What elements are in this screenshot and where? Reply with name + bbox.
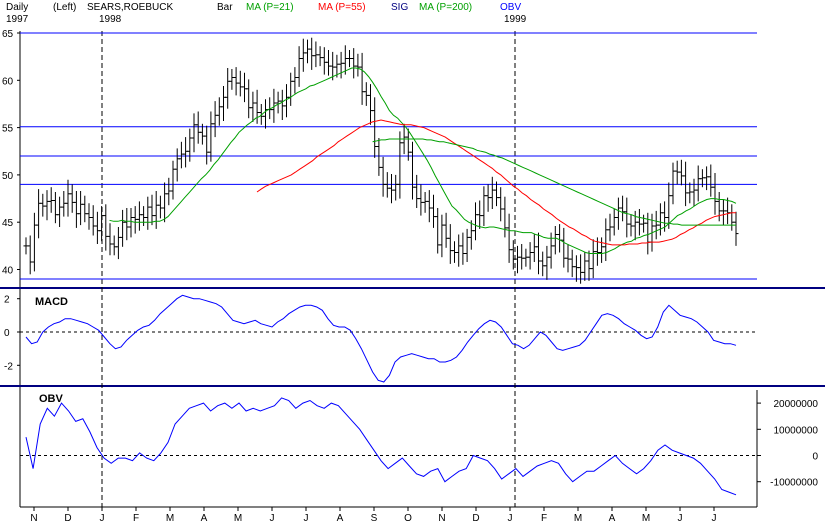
month-label: J — [508, 513, 513, 523]
month-label: S — [371, 513, 378, 523]
obv-tick-label: 0 — [812, 452, 818, 463]
month-label: D — [64, 513, 71, 523]
month-label: J — [304, 513, 309, 523]
obv-title: OBV — [39, 393, 64, 405]
macd-tick-label: 0 — [4, 328, 10, 339]
month-label: A — [337, 513, 344, 523]
price-tick-label: 65 — [2, 29, 14, 40]
moving-averages — [109, 67, 737, 254]
month-label: J — [100, 513, 105, 523]
ma-line-ma-p-21- — [109, 67, 737, 254]
macd-line — [25, 294, 737, 383]
price-bars — [23, 37, 739, 284]
month-label: M — [234, 513, 242, 523]
month-label: J — [712, 513, 717, 523]
price-tick-label: 40 — [2, 266, 14, 277]
ma-line-ma-p-55- — [256, 119, 736, 246]
macd-plot — [20, 294, 757, 383]
obv-tick-label: -10000000 — [770, 478, 818, 489]
ma200-legend: MA (P=200) — [419, 2, 472, 13]
chart-style-label: Bar — [217, 2, 233, 13]
month-label: A — [609, 513, 616, 523]
obv-y-ticks: 20000000 10000000 0 -10000000 — [756, 390, 819, 507]
month-label: O — [404, 513, 412, 523]
macd-tick-label: -2 — [4, 361, 13, 372]
year-1999-label: 1999 — [504, 14, 527, 25]
month-label: M — [166, 513, 174, 523]
obv-plot — [20, 397, 757, 496]
obv-legend: OBV — [500, 2, 521, 13]
price-tick-label: 50 — [2, 171, 14, 182]
month-label: J — [270, 513, 275, 523]
obv-line — [25, 397, 737, 496]
obv-tick-label: 20000000 — [774, 399, 819, 410]
price-y-ticks: 40 45 50 55 60 65 — [2, 29, 20, 277]
period-label: Daily — [6, 2, 28, 13]
month-label: M — [574, 513, 582, 523]
ma21-legend: MA (P=21) — [246, 2, 294, 13]
price-tick-label: 45 — [2, 218, 14, 229]
price-tick-label: 60 — [2, 76, 14, 87]
symbol-label: SEARS,ROEBUCK — [87, 2, 173, 13]
month-label: A — [201, 513, 208, 523]
month-label: F — [133, 513, 139, 523]
month-label: M — [642, 513, 650, 523]
price-grid — [20, 32, 757, 280]
ma-line-ma-p-200- — [372, 138, 736, 226]
month-label: J — [678, 513, 683, 523]
month-label: D — [472, 513, 479, 523]
scale-label: (Left) — [53, 2, 76, 13]
month-label: N — [438, 513, 445, 523]
macd-title: MACD — [35, 296, 68, 308]
price-tick-label: 55 — [2, 124, 14, 135]
year-1997-label: 1997 — [6, 14, 29, 25]
ma55-legend: MA (P=55) — [318, 2, 366, 13]
year-1998-label: 1998 — [99, 14, 122, 25]
macd-y-ticks: 2 0 -2 — [4, 295, 20, 372]
month-label: F — [541, 513, 547, 523]
obv-tick-label: 10000000 — [774, 425, 819, 436]
sig-legend: SIG — [391, 2, 408, 13]
price-bar — [733, 211, 739, 246]
month-label: N — [30, 513, 37, 523]
macd-tick-label: 2 — [4, 295, 10, 306]
